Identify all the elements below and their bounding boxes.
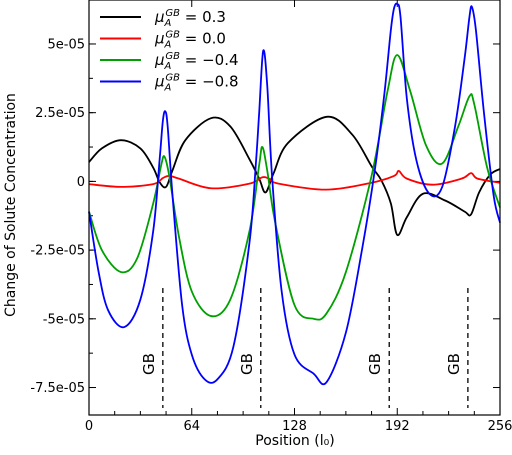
y-tick-label: -2.5e-05 xyxy=(30,244,85,259)
legend-label: μAGB = −0.4 xyxy=(154,51,239,72)
y-tick-label: -7.5e-05 xyxy=(30,381,85,396)
y-axis-title: Change of Solute Concentration xyxy=(3,93,19,317)
gb-marker-label: GB xyxy=(445,353,463,375)
y-tick-label: 5e-05 xyxy=(47,37,85,52)
gb-marker-label: GB xyxy=(140,353,158,375)
series-line-3 xyxy=(88,54,501,321)
x-axis-title: Position (l₀) xyxy=(255,433,334,449)
x-tick-label: 192 xyxy=(385,419,410,434)
y-tick-label: 2.5e-05 xyxy=(35,106,85,121)
series-line-4 xyxy=(88,2,501,386)
series-line-2 xyxy=(88,170,501,191)
legend-label: μAGB = −0.8 xyxy=(154,73,239,94)
x-tick-label: 256 xyxy=(488,419,512,434)
x-tick-label: 0 xyxy=(85,419,93,434)
legend-label: μAGB = 0.0 xyxy=(154,30,226,51)
y-tick-label: 0 xyxy=(77,175,85,190)
gb-marker-label: GB xyxy=(366,353,384,375)
gb-marker-label: GB xyxy=(238,353,256,375)
legend-label: μAGB = 0.3 xyxy=(154,8,226,29)
x-tick-label: 64 xyxy=(183,419,200,434)
plot-frame xyxy=(88,0,501,416)
y-tick-label: -5e-05 xyxy=(43,312,85,327)
x-tick-label: 128 xyxy=(282,419,307,434)
series-line-1 xyxy=(88,115,501,237)
